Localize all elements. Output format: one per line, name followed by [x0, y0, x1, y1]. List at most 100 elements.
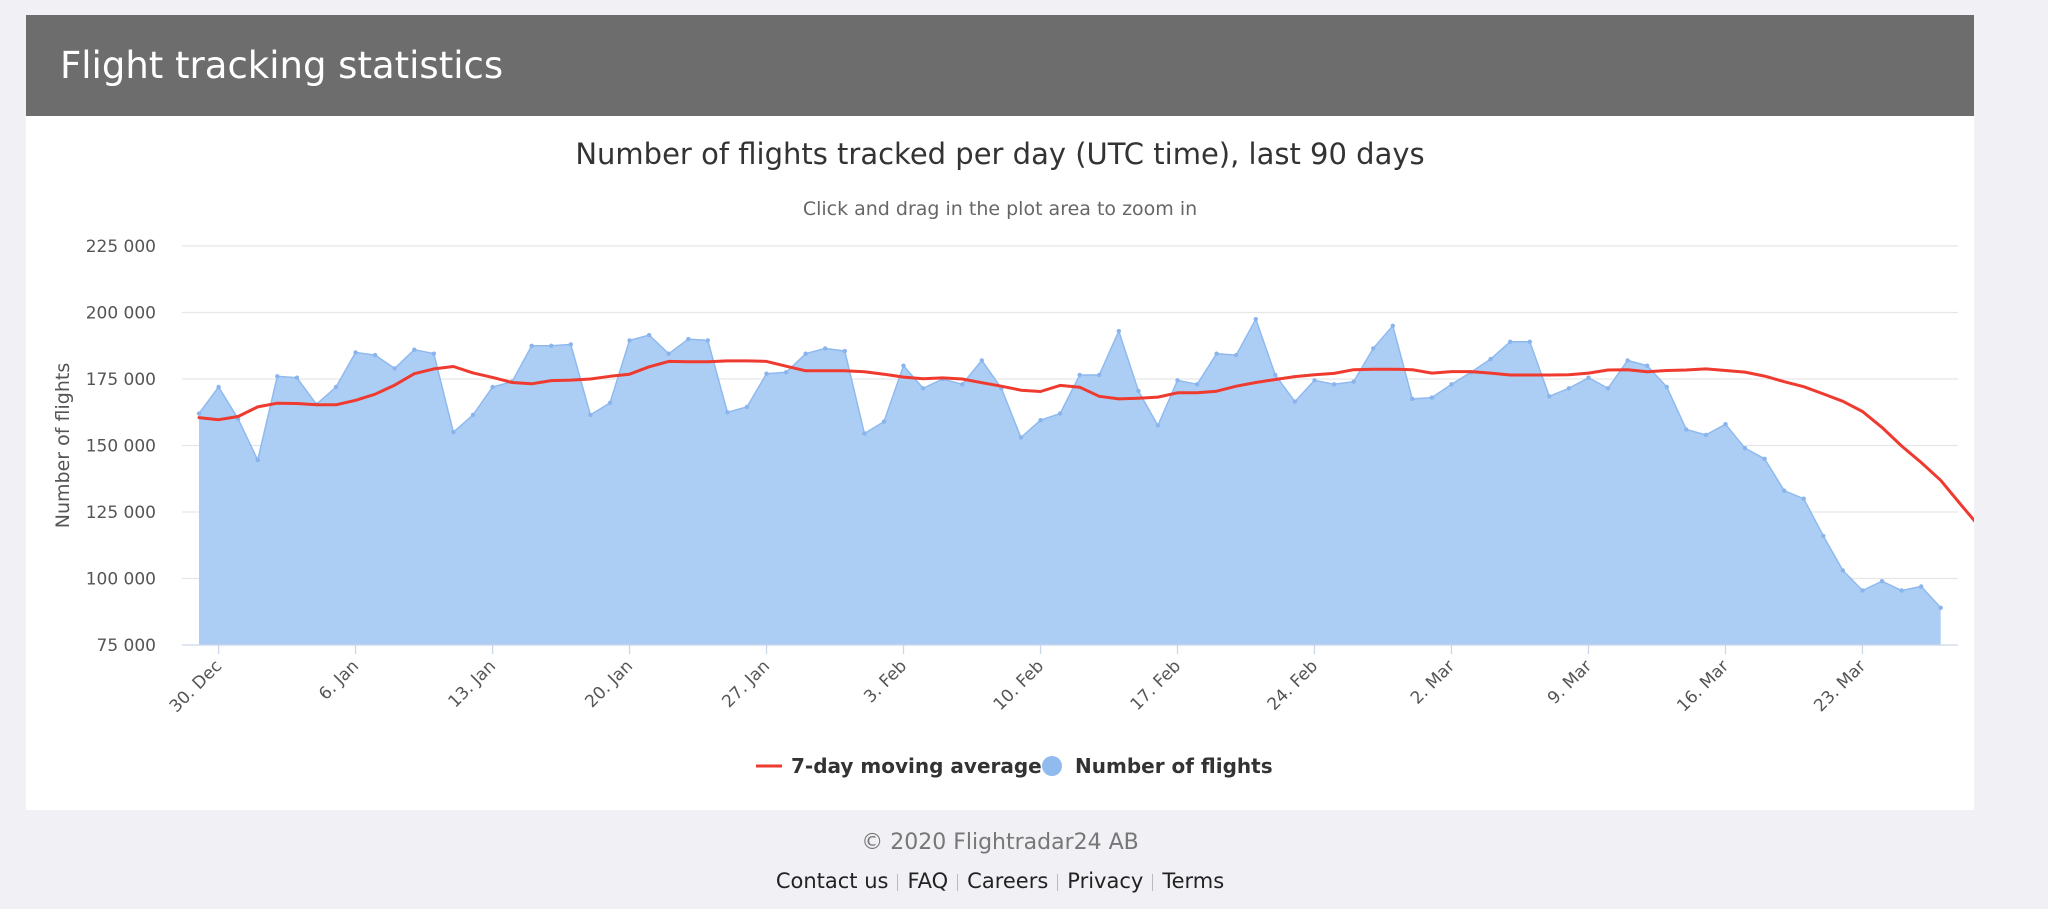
link-separator — [957, 873, 959, 891]
flights-point[interactable] — [1645, 363, 1650, 368]
flights-point[interactable] — [862, 431, 867, 436]
flights-point[interactable] — [333, 384, 339, 390]
flights-point[interactable] — [1214, 351, 1219, 356]
flights-point[interactable] — [1429, 395, 1435, 400]
flights-point[interactable] — [1899, 588, 1904, 593]
flights-point[interactable] — [529, 343, 534, 348]
flights-point[interactable] — [1077, 372, 1082, 378]
flights-point[interactable] — [1194, 382, 1200, 387]
flights-point[interactable] — [881, 419, 887, 424]
faq-link[interactable]: FAQ — [907, 869, 949, 893]
flights-point[interactable] — [646, 332, 652, 338]
contact-us-link[interactable]: Contact us — [775, 869, 889, 893]
flights-point[interactable] — [1840, 568, 1846, 573]
flights-point[interactable] — [1155, 423, 1161, 428]
flights-point[interactable] — [1038, 418, 1043, 423]
flights-point[interactable] — [372, 352, 378, 358]
flights-point[interactable] — [920, 386, 926, 391]
flights-point[interactable] — [1762, 456, 1767, 461]
legend-item-number-of-flights[interactable]: Number of flights — [1042, 754, 1273, 778]
flights-point[interactable] — [1371, 346, 1376, 351]
series[interactable] — [196, 317, 1974, 645]
flights-point[interactable] — [451, 430, 456, 435]
flights-point[interactable] — [1566, 386, 1572, 391]
flights-point[interactable] — [588, 412, 593, 418]
flights-point[interactable] — [1527, 339, 1533, 344]
flights-point[interactable] — [1605, 386, 1611, 391]
flights-point[interactable] — [392, 366, 397, 371]
flights-point[interactable] — [823, 346, 828, 351]
terms-link[interactable]: Terms — [1162, 869, 1225, 893]
flights-point[interactable] — [1586, 375, 1591, 380]
flight-chart[interactable]: Number of flights tracked per day (UTC t… — [26, 116, 1974, 810]
flights-area[interactable] — [199, 319, 1941, 645]
flights-point[interactable] — [1860, 588, 1865, 593]
flights-point[interactable] — [431, 351, 436, 356]
flights-point[interactable] — [1351, 379, 1356, 384]
flights-point[interactable] — [1273, 372, 1278, 378]
flights-point[interactable] — [686, 336, 691, 342]
flights-point[interactable] — [1136, 388, 1141, 394]
flights-point[interactable] — [1410, 396, 1415, 402]
flights-point[interactable] — [294, 375, 300, 380]
flights-point[interactable] — [1938, 605, 1943, 610]
careers-link[interactable]: Careers — [967, 869, 1049, 893]
flights-point[interactable] — [412, 347, 417, 352]
flights-point[interactable] — [666, 351, 671, 356]
flights-point[interactable] — [960, 382, 965, 387]
flights-point[interactable] — [783, 370, 789, 375]
flights-point[interactable] — [901, 363, 906, 368]
flights-point[interactable] — [1175, 378, 1180, 383]
y-tick-label: 225 000 — [86, 237, 156, 257]
flights-point[interactable] — [1331, 382, 1337, 387]
flights-point[interactable] — [803, 351, 808, 356]
flights-point[interactable] — [705, 338, 710, 343]
flights-point[interactable] — [490, 384, 495, 390]
flights-point[interactable] — [1919, 584, 1924, 589]
flights-point[interactable] — [1625, 358, 1630, 363]
flights-point[interactable] — [1057, 411, 1063, 416]
moving-average-line[interactable] — [197, 359, 1974, 580]
flights-point[interactable] — [725, 410, 730, 415]
flights-point[interactable] — [1742, 446, 1748, 451]
legend-item-moving-average[interactable]: 7-day moving average — [756, 754, 1042, 778]
privacy-link[interactable]: Privacy — [1067, 869, 1144, 893]
flights-point[interactable] — [1782, 488, 1787, 493]
flights-point[interactable] — [1547, 394, 1552, 399]
flights-point[interactable] — [764, 371, 769, 376]
flights-point[interactable] — [842, 348, 847, 354]
flights-point[interactable] — [1664, 384, 1670, 390]
flights-point[interactable] — [1508, 339, 1513, 344]
flights-point[interactable] — [979, 358, 984, 363]
flights-point[interactable] — [470, 412, 476, 418]
flights-point[interactable] — [1801, 496, 1806, 501]
flights-point[interactable] — [1253, 317, 1259, 322]
flights-point[interactable] — [1723, 422, 1728, 427]
flights-point[interactable] — [1234, 352, 1239, 358]
flights-point[interactable] — [1488, 356, 1493, 362]
flights-point[interactable] — [1018, 435, 1024, 440]
page-title: Flight tracking statistics — [60, 44, 504, 87]
x-tick-label: 27. Jan — [718, 656, 774, 712]
flights-point[interactable] — [1449, 382, 1454, 387]
y-tick-label: 175 000 — [86, 370, 156, 390]
flights-point[interactable] — [275, 374, 280, 379]
flights-point[interactable] — [255, 457, 260, 463]
flights-point[interactable] — [1703, 432, 1709, 438]
flights-point[interactable] — [1116, 328, 1122, 334]
flights-point[interactable] — [1097, 372, 1102, 378]
flights-point[interactable] — [1821, 533, 1826, 539]
flights-point[interactable] — [1292, 399, 1298, 404]
flights-point[interactable] — [1879, 579, 1885, 584]
flights-point[interactable] — [216, 384, 221, 390]
flights-point[interactable] — [1312, 378, 1317, 383]
flights-point[interactable] — [568, 342, 573, 347]
flights-point[interactable] — [196, 411, 202, 416]
flights-point[interactable] — [1390, 323, 1396, 328]
flights-point[interactable] — [549, 343, 554, 348]
flights-point[interactable] — [353, 350, 358, 355]
flights-point[interactable] — [1684, 427, 1689, 432]
flights-point[interactable] — [744, 404, 750, 410]
flights-point[interactable] — [627, 338, 632, 343]
flights-point[interactable] — [607, 400, 613, 406]
